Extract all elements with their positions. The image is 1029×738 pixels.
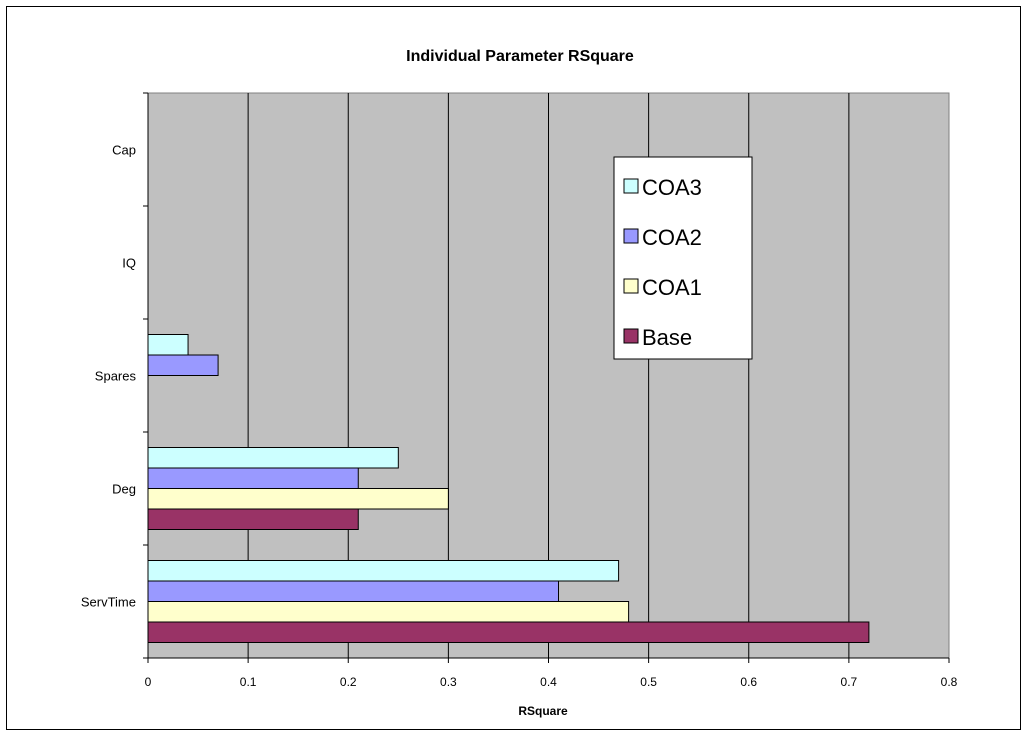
bar (147, 621, 870, 643)
legend-swatch (623, 228, 639, 244)
bar (147, 447, 399, 469)
legend-label: COA1 (642, 275, 702, 300)
y-tick-label: IQ (122, 256, 136, 271)
x-tick-label: 0.8 (941, 675, 958, 689)
chart-frame: Individual Parameter RSquare 0 0.1 0.2 0.3 0… (6, 6, 1021, 730)
bars (147, 334, 870, 643)
x-tick-label: 0.7 (841, 675, 858, 689)
x-tick-labels: 0 0.1 0.2 0.3 0.4 0.5 0.6 0.7 0.8 (145, 675, 958, 689)
chart-svg: Individual Parameter RSquare 0 0.1 0.2 0.3 0… (81, 48, 958, 718)
y-tick-label: Spares (95, 369, 137, 384)
legend: COA3 COA2 COA1 Base (613, 156, 753, 360)
legend-swatch (623, 178, 639, 194)
bar (147, 580, 560, 602)
x-tick-label: 0.4 (540, 675, 557, 689)
legend-label: COA3 (642, 175, 702, 200)
legend-swatch (623, 278, 639, 294)
y-tick-label: ServTime (81, 595, 136, 610)
bar (147, 601, 630, 623)
bar (147, 334, 189, 356)
legend-swatch (623, 328, 639, 344)
x-tick-label: 0 (145, 675, 152, 689)
bar (147, 488, 449, 510)
x-tick-label: 0.5 (640, 675, 657, 689)
x-axis-label: RSquare (518, 704, 568, 718)
bar (147, 508, 359, 530)
bar (147, 354, 219, 376)
legend-label: Base (642, 325, 692, 350)
chart-title: Individual Parameter RSquare (406, 48, 634, 65)
y-tick-labels: ServTime Deg Spares IQ Cap (81, 143, 137, 610)
legend-label: COA2 (642, 225, 702, 250)
x-tick-label: 0.1 (240, 675, 257, 689)
bar (147, 467, 359, 489)
y-tick-label: Cap (112, 143, 136, 158)
axes (143, 92, 950, 663)
bar (147, 560, 620, 582)
x-tick-label: 0.3 (440, 675, 457, 689)
y-tick-label: Deg (112, 482, 136, 497)
x-tick-label: 0.6 (740, 675, 757, 689)
x-tick-label: 0.2 (340, 675, 357, 689)
